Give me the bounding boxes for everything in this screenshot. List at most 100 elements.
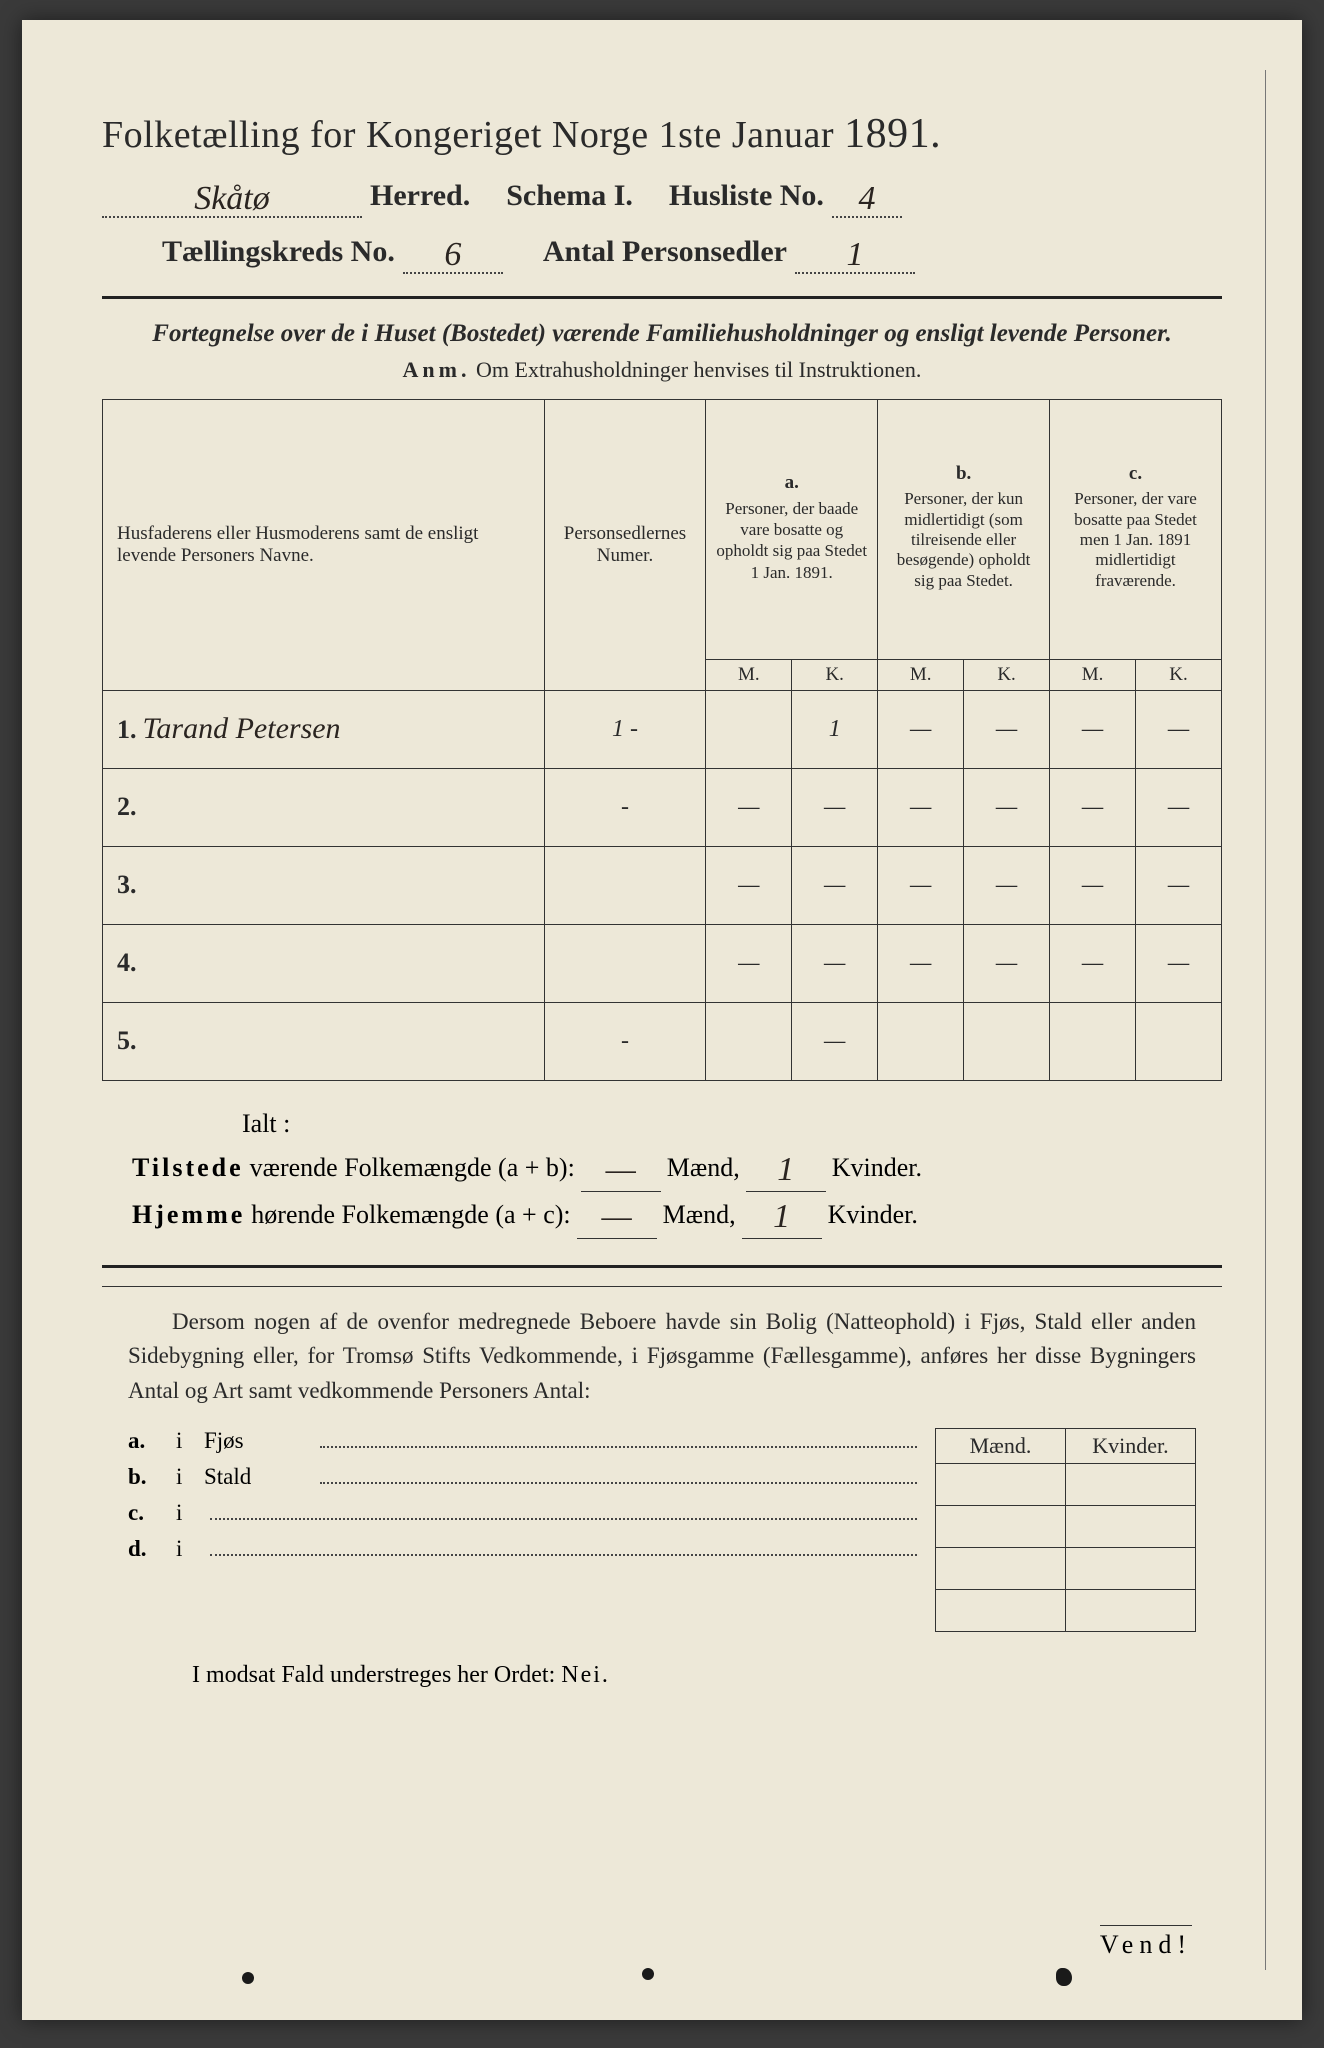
cell-cm [1050,1002,1136,1080]
col-b-header: b. Personer, der kun midlertidigt (som t… [878,399,1050,659]
small-cell [1066,1548,1196,1590]
row-num: 4. [117,948,137,977]
cell-num [544,924,706,1002]
outbuilding-list: a. i Fjøs b. i Stald c. i d. i [128,1428,935,1632]
husliste-field: 4 [832,176,902,218]
husliste-label: Husliste No. [669,179,824,213]
dots [320,1446,917,1448]
row-lbl: b. [128,1464,176,1490]
ink-mark [1056,1968,1072,1986]
sum-resident: Hjemmehørende Folkemængde (a + c): — Mæn… [132,1194,1222,1235]
table-row: 5. - — [103,1002,1222,1080]
small-cell [1066,1464,1196,1506]
small-cell [936,1590,1066,1632]
herred-field: Skåtø [102,176,362,218]
nei-line: I modsat Fald understreges her Ordet: Ne… [192,1662,1222,1689]
cell-cm: — [1050,924,1136,1002]
col-b-k: K. [964,659,1050,690]
sum2-k: 1 [742,1198,822,1239]
row2-name: 2. [103,768,545,846]
cell-bk: — [964,768,1050,846]
row-i: i [176,1536,204,1562]
small-cell [936,1548,1066,1590]
cell-num: - [544,768,706,846]
census-form-page: Folketælling for Kongeriget Norge 1ste J… [22,20,1302,2020]
col-a-header: a. Personer, der baade vare bosatte og o… [706,399,878,659]
row-i: i [176,1500,204,1526]
sum1-klab: Kvinder. [832,1153,922,1183]
outbuilding-row: b. i Stald [128,1464,923,1490]
cell-bm: — [878,924,964,1002]
col-a-m: M. [706,659,792,690]
row4-name: 4. [103,924,545,1002]
col-c-text: Personer, der vare bosatte paa Stedet me… [1056,485,1215,595]
table-row: 2. - — — — — — — [103,768,1222,846]
col-a-text: Personer, der baade vare bosatte og opho… [712,494,871,587]
col-c-k: K. [1135,659,1221,690]
cell-am: — [706,768,792,846]
small-cell [1066,1590,1196,1632]
form-subtitle: Fortegnelse over de i Huset (Bostedet) v… [142,317,1182,351]
table-row: 4. — — — — — — [103,924,1222,1002]
sum1-a: Tilstede [132,1153,244,1183]
form-title: Folketælling for Kongeriget Norge 1ste J… [102,110,1222,158]
cell-bk: — [964,690,1050,768]
sum1-m: — [581,1151,661,1192]
small-cell [936,1464,1066,1506]
cell-ak: — [792,768,878,846]
col-names-header: Husfaderens eller Husmoderens samt de en… [103,399,545,690]
sum2-b: hørende Folkemængde (a + c): [251,1200,570,1230]
cell-am: — [706,846,792,924]
row3-name: 3. [103,846,545,924]
sum2-m: — [577,1198,657,1239]
cell-cm: — [1050,846,1136,924]
cell-bm: — [878,690,964,768]
row-lbl: d. [128,1536,176,1562]
row5-name: 5. [103,1002,545,1080]
cell-bm: — [878,846,964,924]
cell-ck [1135,1002,1221,1080]
outbuilding-row: c. i [128,1500,923,1526]
row-i: i [176,1428,204,1454]
cell-num: 1 - [544,690,706,768]
row-num: 1. [117,715,137,744]
rule-1 [102,296,1222,299]
anm-line: Anm. Om Extrahusholdninger henvises til … [102,357,1222,383]
outbuilding-block: a. i Fjøs b. i Stald c. i d. i [128,1428,1196,1632]
kreds-field: 6 [403,232,503,274]
cell-am [706,1002,792,1080]
vend-label: Vend! [1100,1925,1192,1960]
col-a-label: a. [712,472,871,494]
dots [210,1518,917,1520]
cell-ck: — [1135,846,1221,924]
outbuilding-row: d. i [128,1536,923,1562]
herred-label: Herred. [370,179,470,213]
sum2-a: Hjemme [132,1200,245,1230]
cell-bm: — [878,768,964,846]
household-table: Husfaderens eller Husmoderens samt de en… [102,399,1222,1081]
col-c-label: c. [1056,463,1215,485]
small-cell [936,1506,1066,1548]
cell-cm: — [1050,690,1136,768]
sum1-k: 1 [746,1151,826,1192]
cell-ck: — [1135,768,1221,846]
row-num: 5. [117,1026,137,1055]
herred-value: Skåtø [194,180,270,217]
col-names-text: Husfaderens eller Husmoderens samt de en… [117,523,478,566]
table-row: 1. Tarand Petersen 1 - 1 — — — — [103,690,1222,768]
row1-name: 1. Tarand Petersen [103,690,545,768]
sum1-mlab: Mænd, [667,1153,740,1183]
kreds-value: 6 [444,236,461,273]
col-num-header: Personsedlernes Numer. [544,399,706,690]
dots [320,1482,917,1484]
outbuilding-paragraph: Dersom nogen af de ovenfor medregnede Be… [128,1305,1196,1409]
small-kvinder-hdr: Kvinder. [1066,1429,1196,1464]
row-lbl: a. [128,1428,176,1454]
anm-label: Anm. [403,357,471,382]
row-num: 2. [117,792,137,821]
anm-text: Om Extrahusholdninger henvises til Instr… [476,357,921,382]
cell-num [544,846,706,924]
cell-bm [878,1002,964,1080]
cell-ck: — [1135,924,1221,1002]
small-maend-hdr: Mænd. [936,1429,1066,1464]
